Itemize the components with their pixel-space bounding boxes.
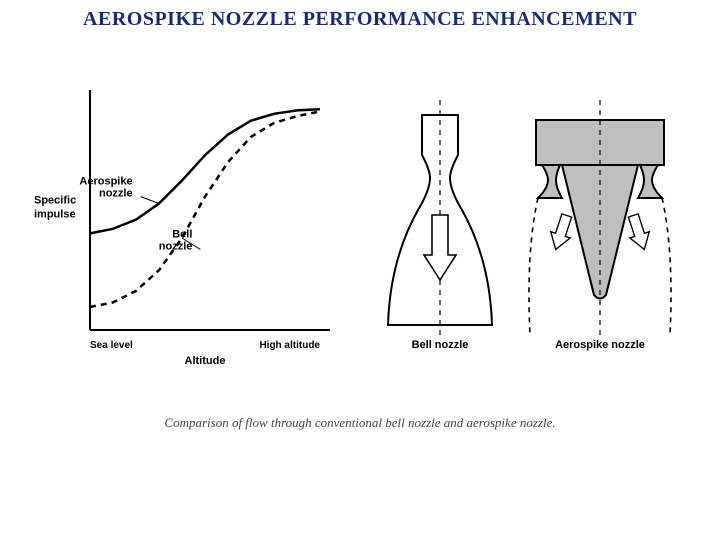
- aerospike-left-chamber: [538, 165, 562, 198]
- x-tick-high-altitude: High altitude: [259, 340, 320, 351]
- y-axis-label: impulse: [34, 209, 76, 221]
- series-bell-nozzle: [90, 112, 320, 308]
- x-axis-label: Altitude: [185, 355, 226, 367]
- aerospike-nozzle-label: Aerospike nozzle: [555, 339, 645, 351]
- aerospike-plume-right: [662, 198, 671, 335]
- aerospike-flow-arrow-icon: [624, 212, 654, 252]
- series-label: Bell: [172, 229, 192, 241]
- series-label: nozzle: [159, 241, 193, 253]
- x-tick-sea-level: Sea level: [90, 340, 133, 351]
- figure-svg: AerospikenozzleBellnozzleSea levelHigh a…: [20, 70, 700, 410]
- aerospike-flow-arrow-icon: [546, 212, 576, 252]
- y-axis-label: Specific: [34, 195, 76, 207]
- series-label: Aerospike: [79, 176, 132, 188]
- aerospike-plume-left: [529, 198, 538, 335]
- page-title: AEROSPIKE NOZZLE PERFORMANCE ENHANCEMENT: [0, 8, 720, 31]
- bell-nozzle-label: Bell nozzle: [412, 339, 469, 351]
- figure: AerospikenozzleBellnozzleSea levelHigh a…: [20, 70, 700, 431]
- series-aerospike-nozzle: [90, 109, 320, 233]
- leader-line: [141, 197, 159, 204]
- series-label: nozzle: [99, 188, 133, 200]
- aerospike-right-chamber: [638, 165, 662, 198]
- figure-caption: Comparison of flow through conventional …: [20, 415, 700, 431]
